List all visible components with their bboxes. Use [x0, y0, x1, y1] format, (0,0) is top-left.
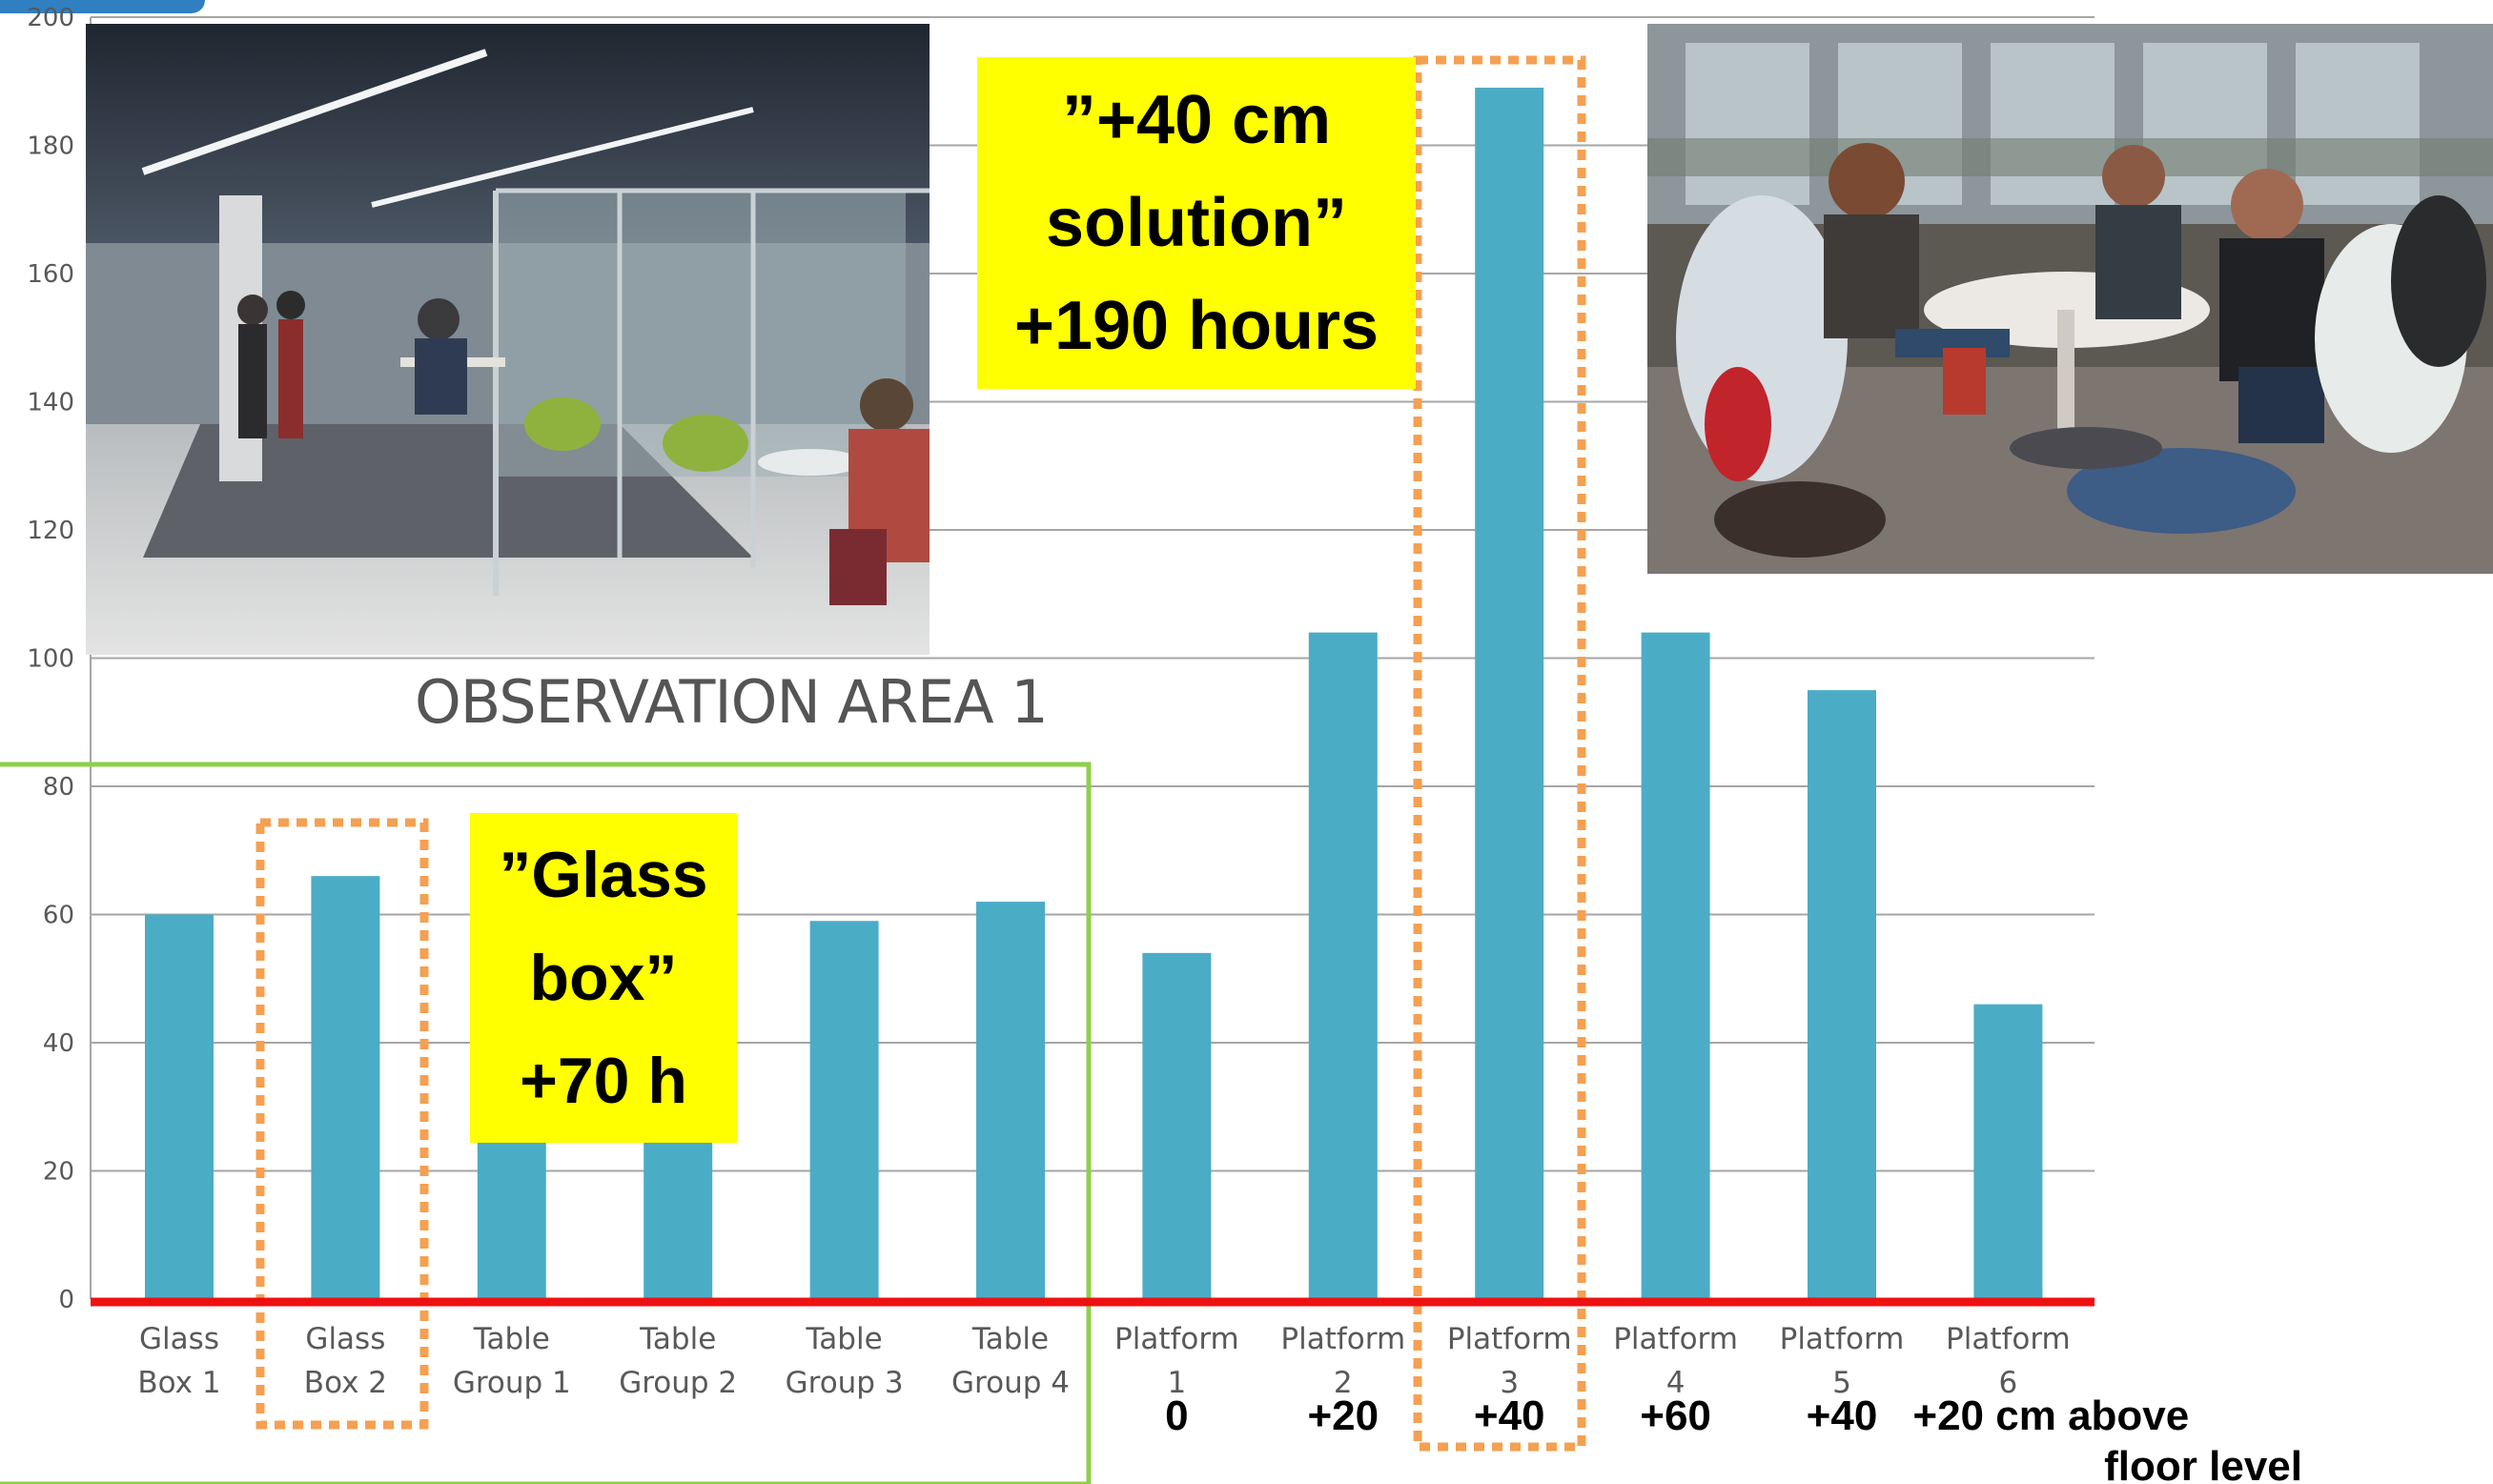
bar	[145, 914, 214, 1299]
x-tick-label: Table Group 1	[453, 1322, 571, 1400]
platform-height-label: +40	[1474, 1393, 1545, 1439]
observation-area-frame	[0, 762, 1092, 1484]
y-tick-label: 80	[43, 773, 74, 802]
x-tick-label: Platform 5	[1780, 1322, 1905, 1400]
platform-callout-line-1: ”+40 cm	[1061, 82, 1332, 158]
glass-box-2-highlight	[255, 818, 429, 1430]
corner-tab	[0, 0, 205, 13]
y-tick-label: 0	[58, 1286, 74, 1314]
platform-callout-line-3: +190 hours	[1013, 288, 1379, 364]
x-tick-label: Glass Box 2	[304, 1322, 387, 1400]
bar	[1308, 632, 1378, 1299]
platform-height-label: 0	[1165, 1393, 1188, 1439]
y-tick-label: 120	[27, 517, 74, 545]
bars	[145, 87, 2043, 1300]
bar	[976, 902, 1045, 1299]
platform-height-suffix: floor level	[2104, 1443, 2302, 1484]
x-tick-label: Platform 2	[1280, 1322, 1405, 1400]
bar	[1641, 632, 1710, 1299]
platform-height-label: +20 cm above	[1912, 1393, 2189, 1439]
x-tick-label: Table Group 2	[619, 1322, 737, 1400]
y-tick-label: 60	[43, 902, 74, 930]
y-axis: 0 20 40 60 80 100 120 140 160 180 200	[27, 4, 92, 1314]
platform-callout: ”+40 cm solution” +190 hours	[977, 57, 1416, 389]
x-tick-label: Platform 4	[1613, 1322, 1738, 1400]
glass-callout-line-1: ”Glass	[499, 839, 708, 911]
y-tick-label: 140	[27, 389, 74, 417]
x-tick-label: Platform 6	[1946, 1322, 2071, 1400]
bar	[809, 921, 879, 1299]
bar	[1142, 952, 1212, 1299]
x-tick-label: Platform 3	[1447, 1322, 1572, 1400]
y-tick-label: 40	[43, 1029, 74, 1058]
bar	[1475, 87, 1544, 1300]
x-tick-label: Glass Box 1	[137, 1322, 220, 1400]
glass-callout-line-3: +70 h	[520, 1045, 687, 1117]
platform-height-label: +60	[1640, 1393, 1711, 1439]
platform-height-label: +40	[1807, 1393, 1878, 1439]
platform-3-highlight	[1413, 55, 1586, 1452]
y-tick-label: 160	[27, 260, 74, 289]
y-tick-label: 20	[43, 1158, 74, 1187]
x-axis: Glass Box 1 Glass Box 2 Table Group 1 Table Gro…	[137, 1322, 2070, 1400]
glass-box-callout: ”Glass box” +70 h	[470, 813, 737, 1143]
y-tick-label: 100	[27, 645, 74, 674]
x-tick-label: Table Group 3	[786, 1322, 904, 1400]
x-tick-label: Platform 1	[1114, 1322, 1239, 1400]
bar	[1808, 690, 1876, 1299]
bar	[1973, 1004, 2043, 1299]
x-tick-label: Table Group 4	[951, 1322, 1070, 1400]
platform-callout-line-2: solution”	[1046, 185, 1347, 261]
y-tick-label: 200	[27, 4, 74, 32]
photo-glass-box-study-area	[86, 24, 930, 655]
observation-area-title: OBSERVATION AREA 1	[415, 667, 1049, 737]
bar	[311, 876, 380, 1299]
y-tick-label: 180	[27, 132, 74, 161]
photo-platform-meeting	[1647, 24, 2493, 574]
platform-height-label: +20	[1307, 1393, 1379, 1439]
glass-callout-line-2: box”	[529, 942, 678, 1014]
